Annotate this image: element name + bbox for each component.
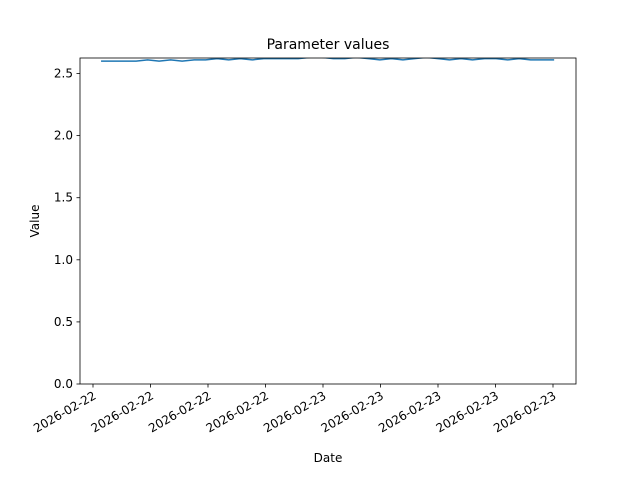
y-axis-label: Value <box>28 205 42 238</box>
x-axis-label: Date <box>314 451 343 465</box>
y-tick-label: 1.5 <box>54 191 73 205</box>
chart-title: Parameter values <box>267 37 390 53</box>
y-tick-label: 0.5 <box>54 315 73 329</box>
y-tick-label: 2.0 <box>54 129 73 143</box>
line <box>101 58 555 62</box>
y-tick-label: 1.0 <box>54 253 73 267</box>
y-tick-label: 0.0 <box>54 377 73 391</box>
y-tick-label: 2.5 <box>54 67 73 81</box>
plot-frame <box>79 57 577 385</box>
